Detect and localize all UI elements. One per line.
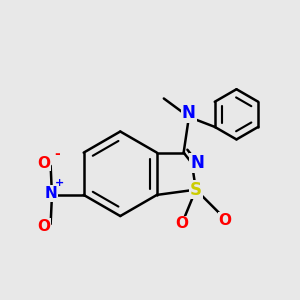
- Text: N: N: [182, 104, 196, 122]
- Text: O: O: [38, 219, 50, 234]
- Text: -: -: [54, 147, 60, 161]
- Text: S: S: [190, 181, 202, 199]
- Text: O: O: [175, 217, 188, 232]
- Text: O: O: [38, 156, 50, 171]
- Text: N: N: [190, 154, 204, 172]
- Text: +: +: [55, 178, 64, 188]
- Text: O: O: [218, 212, 231, 227]
- Text: N: N: [44, 186, 57, 201]
